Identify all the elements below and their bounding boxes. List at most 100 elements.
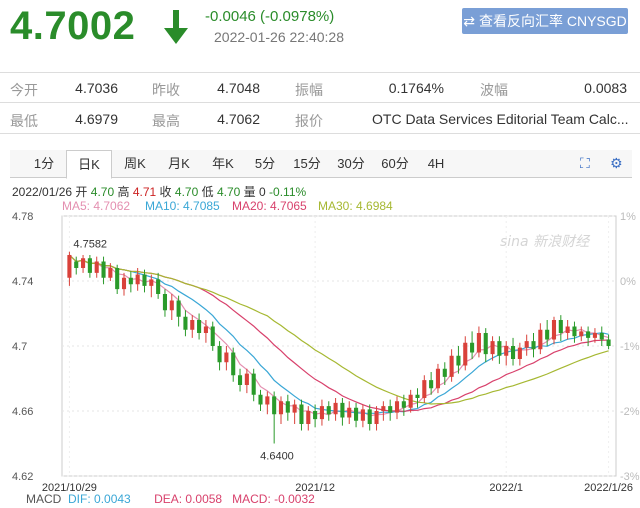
candle-body	[381, 406, 386, 411]
candle-body	[470, 342, 475, 353]
tab-15min[interactable]: 15分	[293, 156, 321, 171]
candle-body	[510, 346, 516, 359]
candle-body	[74, 261, 79, 268]
ma-line-ma10	[68, 254, 609, 414]
macd-legend: MACD DIF: 0.0043 DEA: 0.0058 MACD: -0.00…	[26, 492, 315, 506]
tab-4h[interactable]: 4H	[427, 156, 445, 171]
low-value: 4.70	[216, 185, 241, 199]
candle-body	[101, 261, 106, 278]
tab-yearly[interactable]: 年K	[212, 156, 234, 171]
reverse-rate-button[interactable]: ⇄ 查看反向汇率 CNYSGD	[462, 8, 628, 34]
close-label: 收	[159, 185, 172, 199]
stats-row: 今开 4.7036 昨收 4.7048 振幅 0.1764% 波幅 0.0083	[0, 73, 640, 103]
candle-body	[354, 407, 359, 421]
candle-body	[319, 406, 324, 420]
candle-body	[278, 401, 284, 415]
candle-body	[265, 396, 270, 405]
low-annotation: 4.6400	[260, 451, 294, 463]
candle-body	[108, 268, 113, 278]
candle-body	[176, 300, 181, 317]
candle-body	[388, 406, 393, 413]
candle-body	[183, 316, 188, 330]
stat-value-quote-source: OTC Data Services Editorial Team Calc...	[372, 111, 628, 127]
tab-monthly[interactable]: 月K	[168, 156, 190, 171]
candle-body	[449, 355, 454, 377]
tab-weekly[interactable]: 周K	[124, 156, 146, 171]
candle-body	[149, 279, 154, 286]
candle-body	[483, 333, 488, 355]
tab-60min[interactable]: 60分	[381, 156, 409, 171]
low-label: 低	[201, 185, 214, 199]
candle-body	[504, 346, 509, 356]
candle-body	[251, 373, 256, 395]
candle-body	[306, 411, 311, 424]
candle-body	[401, 401, 406, 408]
stat-value-range: 0.0083	[584, 80, 627, 96]
candle-body	[81, 258, 86, 268]
tab-5min[interactable]: 5分	[254, 156, 276, 171]
candle-body	[87, 258, 92, 273]
candle-body	[210, 326, 215, 346]
candle-body	[394, 401, 400, 413]
candle-body	[456, 355, 461, 366]
macd-dif: DIF: 0.0043	[68, 492, 131, 506]
candle-body	[599, 333, 604, 340]
bar-date: 2022/01/26	[12, 185, 73, 199]
candle-body	[531, 341, 536, 350]
candle-body	[121, 277, 127, 290]
stat-value-high: 4.7062	[217, 111, 260, 127]
candle-body	[217, 346, 222, 363]
stat-value-prev-close: 4.7048	[217, 80, 260, 96]
open-label: 开	[75, 185, 88, 199]
stat-label-low: 最低	[10, 113, 38, 129]
stat-label-quote-source: 报价	[295, 113, 323, 129]
y-pct-label: -2%	[620, 406, 640, 418]
candle-body	[162, 294, 168, 311]
current-price: 4.7002	[10, 4, 136, 48]
stat-label-amplitude: 振幅	[295, 82, 323, 98]
candle-body	[347, 407, 352, 418]
tab-30min[interactable]: 30分	[337, 156, 365, 171]
down-arrow-icon	[162, 8, 190, 51]
candle-body	[374, 411, 379, 424]
tab-daily[interactable]: 日K	[66, 150, 112, 179]
candle-body	[592, 333, 597, 338]
candle-body	[565, 326, 570, 333]
candle-body	[94, 261, 99, 273]
y-tick-label: 4.66	[12, 406, 33, 418]
candle-body	[237, 375, 243, 385]
open-value: 4.70	[90, 185, 115, 199]
settings-icon[interactable]: ⚙	[610, 155, 623, 171]
candle-body	[490, 341, 495, 355]
macd-dea: DEA: 0.0058	[154, 492, 223, 506]
candle-body	[442, 368, 447, 377]
candle-body	[497, 341, 502, 356]
candle-body	[244, 373, 249, 385]
stat-label-open: 今开	[10, 82, 38, 98]
high-label: 高	[117, 185, 130, 199]
fullscreen-icon[interactable]: ⛶	[580, 155, 590, 171]
candle-body	[429, 380, 434, 389]
tab-1min[interactable]: 1分	[33, 156, 55, 171]
candle-body	[326, 406, 331, 415]
candle-body	[285, 401, 290, 413]
y-pct-label: -1%	[620, 341, 640, 353]
candle-body	[572, 326, 577, 337]
quote-timestamp: 2022-01-26 22:40:28	[214, 29, 344, 45]
vol-label: 量	[243, 185, 256, 199]
y-pct-label: 0%	[620, 276, 636, 288]
x-tick-label: 2021/12	[295, 482, 335, 494]
candle-body	[156, 279, 161, 294]
candle-body	[558, 320, 563, 333]
candle-body	[579, 331, 584, 337]
candle-body	[538, 329, 543, 350]
period-tabs: 1分 日K 周K 月K 年K 5分 15分 30分 60分 4H ⛶ ⚙	[10, 150, 632, 179]
candle-body	[128, 277, 133, 285]
candle-body	[340, 402, 345, 418]
ma20-legend: MA20: 4.7065	[232, 199, 307, 213]
ma-line-ma5	[68, 254, 609, 417]
macd-label: MACD	[26, 492, 62, 506]
swap-icon: ⇄	[463, 12, 475, 29]
candle-body	[203, 326, 208, 333]
